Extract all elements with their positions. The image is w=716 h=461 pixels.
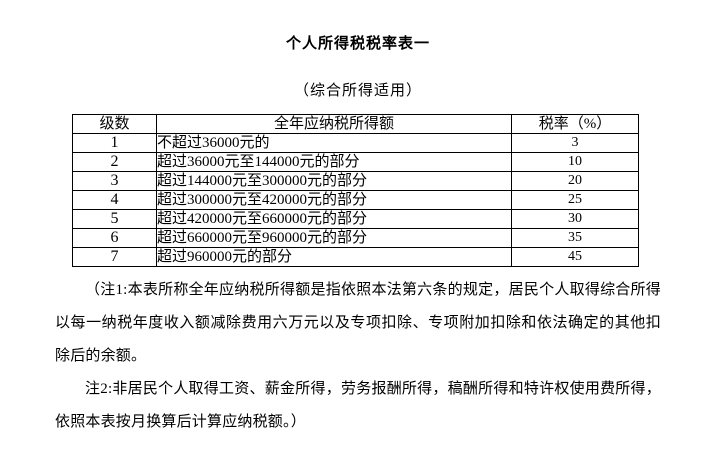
column-header-level: 级数: [72, 114, 157, 134]
table-header-row: 级数 全年应纳税所得额 税率（%）: [72, 114, 639, 134]
row-tax-rate: 25: [511, 190, 639, 210]
row-level: 4: [72, 190, 157, 210]
row-level: 7: [72, 247, 157, 267]
table-row: 1 不超过36000元的 3: [72, 133, 639, 153]
row-level: 1: [72, 133, 157, 153]
row-tax-rate: 45: [511, 247, 639, 267]
row-level: 3: [72, 171, 157, 191]
row-taxable-income: 超过660000元至960000元的部分: [156, 228, 512, 248]
row-taxable-income: 超过144000元至300000元的部分: [156, 171, 512, 191]
note-2: 注2:非居民个人取得工资、薪金所得，劳务报酬所得，稿酬所得和特许权使用费所得，依…: [55, 381, 661, 430]
tax-rate-table: 级数 全年应纳税所得额 税率（%） 1 不超过36000元的 3 2 超过36000元至…: [72, 114, 639, 267]
page-title: 个人所得税税率表一: [285, 36, 430, 52]
table-row: 7 超过960000元的部分 45: [72, 247, 639, 267]
row-level: 5: [72, 209, 157, 229]
page-subtitle: （综合所得适用）: [293, 83, 422, 99]
table-row: 3 超过144000元至300000元的部分 20: [72, 171, 639, 191]
column-header-taxable-income: 全年应纳税所得额: [156, 114, 512, 134]
row-taxable-income: 超过300000元至420000元的部分: [156, 190, 512, 210]
column-header-tax-rate: 税率（%）: [511, 114, 639, 134]
row-tax-rate: 3: [511, 133, 639, 153]
row-tax-rate: 20: [511, 171, 639, 191]
notes-section: （注1:本表所称全年应纳税所得额是指依照本法第六条的规定，居民个人取得综合所得以…: [55, 274, 661, 439]
row-level: 6: [72, 228, 157, 248]
row-taxable-income: 超过36000元至144000元的部分: [156, 152, 512, 172]
table-row: 6 超过660000元至960000元的部分 35: [72, 228, 639, 248]
table-row: 5 超过420000元至660000元的部分 30: [72, 209, 639, 229]
table-row: 4 超过300000元至420000元的部分 25: [72, 190, 639, 210]
row-tax-rate: 10: [511, 152, 639, 172]
row-tax-rate: 35: [511, 228, 639, 248]
table-row: 2 超过36000元至144000元的部分 10: [72, 152, 639, 172]
note-1: （注1:本表所称全年应纳税所得额是指依照本法第六条的规定，居民个人取得综合所得以…: [55, 282, 661, 364]
row-taxable-income: 超过420000元至660000元的部分: [156, 209, 512, 229]
row-tax-rate: 30: [511, 209, 639, 229]
row-level: 2: [72, 152, 157, 172]
table-body: 1 不超过36000元的 3 2 超过36000元至144000元的部分 10 3 超过144…: [72, 133, 639, 267]
row-taxable-income: 不超过36000元的: [156, 133, 512, 153]
row-taxable-income: 超过960000元的部分: [156, 247, 512, 267]
